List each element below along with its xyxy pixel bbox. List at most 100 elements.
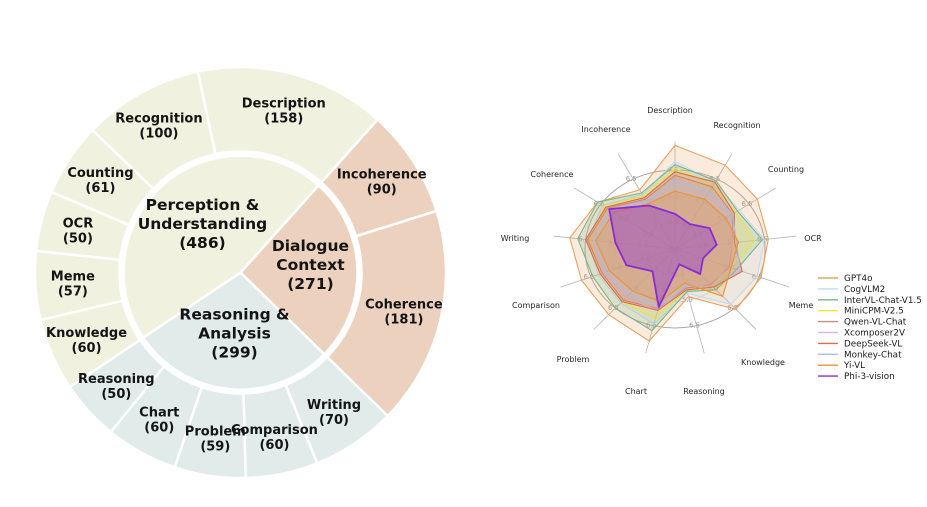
sunburst-segment-label-comparison: Comparison (60) [231,423,318,453]
radar-axis-label-ocr: OCR [804,234,822,243]
radar-tick-label-writing-6.5: 6.5 [578,235,589,243]
radar-spoke-incoherence [617,153,676,250]
radar-axis-label-comparison: Comparison [512,301,560,310]
sunburst-segment-label-knowledge: Knowledge (60) [46,326,127,356]
legend-label-qwen-vl-chat: Qwen-VL-Chat [844,318,907,328]
legend-label-xcomposer2v: Xcomposer2V [844,329,905,339]
legend-label-phi-3-vision: Phi-3-vision [844,372,895,382]
radar-tick-label-reasoning-5.0: 5.0 [682,296,693,304]
sunburst-segment-label-reasoning: Reasoning (50) [78,372,155,402]
sunburst-segment-label-ocr: OCR (50) [63,216,94,246]
sunburst-segment-recognition [91,70,217,190]
legend-item-cogvlm2: CogVLM2 [818,285,885,295]
radar-axis-label-coherence: Coherence [531,170,574,179]
radar-tick-label-reasoning-3.5: 3.5 [675,271,686,279]
radar-spoke-meme [674,248,790,288]
radar-tick-label-writing-3.5: 3.5 [638,242,649,250]
radar-tick-label-chart-6.5: 6.5 [646,322,657,330]
legend-label-yi-vl: Yi-VL [843,361,865,371]
radar-tick-label-knowledge-5.0: 5.0 [707,284,718,292]
radar-tick-label-problem-6.5: 6.5 [608,304,619,312]
legend-item-qwen-vl-chat: Qwen-VL-Chat [818,318,907,328]
radar-tick-label-counting-5.0: 5.0 [717,215,728,223]
radar-tick-label-coherence-5.0: 5.0 [618,215,629,223]
radar-tick-label-recognition-6.5: 6.5 [709,175,720,183]
radar-tick-label-counting-3.5: 3.5 [692,230,703,238]
legend-item-deepseek-vl: DeepSeek-VL [818,339,902,349]
radar-spoke-writing [553,235,676,250]
sunburst-inner-wedge-dialogue [239,184,359,356]
legend-item-monkey-chat: Monkey-Chat [818,350,902,360]
radar-tick-label-knowledge-3.5: 3.5 [687,265,698,273]
radar-tick-label-incoherence-6.5: 6.5 [626,175,637,183]
legend-label-intervl-chat-v1-5: InterVL-Chat-V1.5 [844,296,922,306]
sunburst-segment-label-coherence: Coherence (181) [365,298,443,328]
radar-series-gpt4o [569,144,769,342]
sunburst-inner-wedge-perception [122,154,320,339]
radar-tick-label-description-5.0: 5.0 [668,192,679,200]
radar-spoke-reasoning [674,248,705,354]
sunburst-segment-label-counting: Counting (61) [67,166,133,196]
sunburst-group-label-dialogue: Dialogue Context (271) [272,237,349,293]
sunburst-segment-label-writing: Writing (70) [307,398,361,428]
radar-tick-label-ocr-3.5: 3.5 [697,242,708,250]
radar-center-label: N/A [668,245,682,254]
sunburst-segment-label-problem: Problem (59) [185,425,246,455]
radar-tick-label-problem-5.0: 5.0 [628,284,639,292]
radar-tick-label-problem-3.5: 3.5 [648,265,659,273]
sunburst-group-label-reasoning: Reasoning & Analysis (299) [179,305,289,361]
legend-label-monkey-chat: Monkey-Chat [844,350,902,360]
radar-axis-label-description: Description [647,106,693,115]
radar-axis-label-recognition: Recognition [713,121,760,130]
sunburst-segment-label-meme: Meme (57) [51,269,95,299]
radar-series-monkey-chat [593,179,742,308]
radar-spoke-ocr [674,235,797,250]
sunburst-segment-label-recognition: Recognition (100) [115,112,202,142]
legend-item-xcomposer2v: Xcomposer2V [818,329,905,339]
radar-axis-label-reasoning: Reasoning [683,387,725,396]
radar-tick-label-coherence-3.5: 3.5 [643,230,654,238]
radar-tick-label-reasoning-6.5: 6.5 [689,322,700,330]
legend-item-gpt4o: GPT4o [818,274,872,284]
legend-item-intervl-chat-v1-5: InterVL-Chat-V1.5 [818,296,922,306]
radar-tick-label-recognition-3.5: 3.5 [682,222,693,230]
sunburst-segment-label-incoherence: Incoherence (90) [337,168,427,198]
legend-item-yi-vl: Yi-VL [818,361,865,371]
legend-label-gpt4o: GPT4o [844,274,872,284]
radar-tick-label-comparison-6.5: 6.5 [583,273,594,281]
sunburst-inner-wedge-reasoning [142,271,326,391]
radar-axis-label-counting: Counting [768,165,804,174]
radar-axis-label-problem: Problem [557,355,590,364]
radar-spoke-problem [593,248,676,330]
radar-tick-label-writing-5.0: 5.0 [608,239,619,247]
radar-legend: GPT4oCogVLM2InterVL-Chat-V1.5MiniCPM-V2.… [818,274,922,382]
radar-tick-label-comparison-3.5: 3.5 [640,254,651,262]
sunburst-group-label-perception: Perception & Understanding (486) [138,196,268,252]
legend-item-minicpm-v2-5: MiniCPM-V2.5 [818,307,904,317]
radar-axis-label-incoherence: Incoherence [581,125,630,134]
radar-tick-label-incoherence-3.5: 3.5 [654,222,665,230]
radar-spoke-coherence [574,187,676,250]
radar-tick-label-chart-3.5: 3.5 [660,271,671,279]
sunburst-segment-label-description: Description (158) [242,96,326,126]
radar-tick-label-comparison-5.0: 5.0 [611,264,622,272]
radar-axis-label-writing: Writing [501,234,530,243]
radar-spoke-comparison [560,248,676,288]
radar-tick-label-description-3.5: 3.5 [668,219,679,227]
radar-tick-label-meme-3.5: 3.5 [696,254,707,262]
sunburst-segment-label-chart: Chart (60) [139,406,179,436]
radar-axis-label-meme: Meme [789,301,814,310]
legend-label-cogvlm2: CogVLM2 [844,285,885,295]
radar-tick-label-coherence-6.5: 6.5 [594,200,605,208]
radar-axis-label-chart: Chart [625,387,647,396]
radar-series-phi-3-vision [608,204,718,308]
legend-label-minicpm-v2-5: MiniCPM-V2.5 [844,307,904,317]
radar-tick-label-recognition-5.0: 5.0 [695,198,706,206]
radar-axis-label-knowledge: Knowledge [741,358,785,367]
radar-chart: 3.5 5.0 6.5 3.5 5.0 6.5 3.5 5.0 6.5 3.5 5.0 6.5 3.5 5… [501,106,922,396]
radar-tick-label-counting-6.5: 6.5 [742,200,753,208]
radar-tick-label-chart-5.0: 5.0 [653,296,664,304]
legend-item-phi-3-vision: Phi-3-vision [818,372,895,382]
radar-spoke-recognition [674,153,733,250]
